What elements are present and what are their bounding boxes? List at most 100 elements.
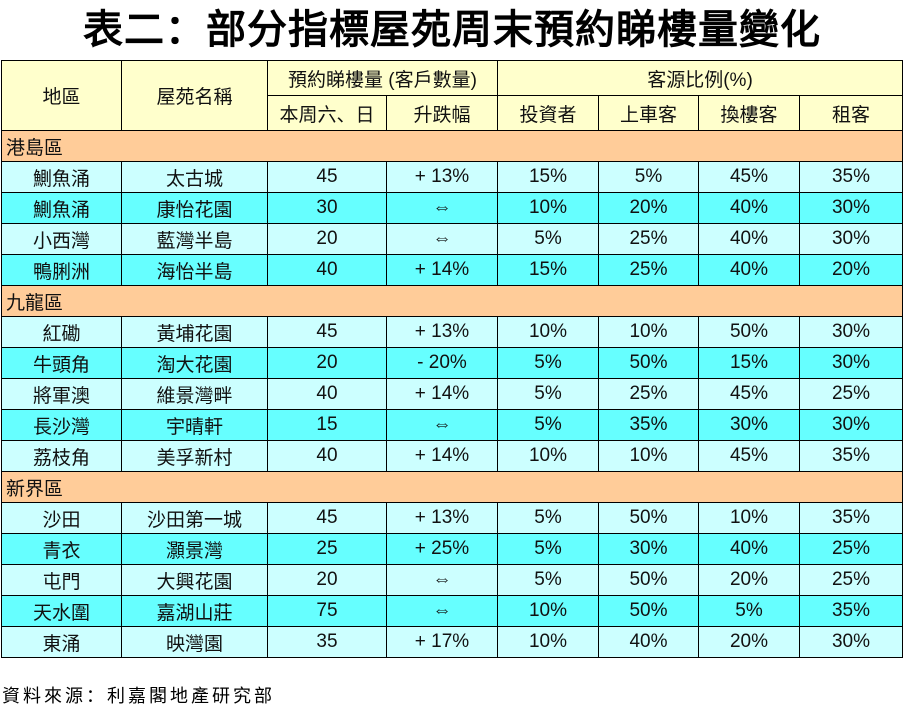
table-cell: 30% [799, 347, 903, 379]
table-cell: + 14% [386, 254, 498, 286]
table-cell: 小西灣 [1, 223, 122, 255]
table-cell: 牛頭角 [1, 347, 122, 379]
table-cell: 35% [799, 595, 903, 627]
table-cell: 15% [698, 347, 800, 379]
table-cell: 15% [497, 161, 599, 193]
table-row: 鰂魚涌 康怡花園 30 ⇔ 10% 20% 40% 30% [1, 192, 903, 224]
table-cell: 10% [497, 440, 599, 472]
header-investor: 投資者 [497, 95, 599, 131]
table-row: 東涌 映灣園 35 + 17% 10% 40% 20% 30% [1, 626, 903, 658]
section-row: 新界區 [1, 471, 903, 503]
table-cell: 40% [698, 192, 800, 224]
table-cell: 美孚新村 [121, 440, 268, 472]
source-note: 資料來源：利嘉閣地產研究部 [2, 686, 275, 707]
header-first-buyer: 上車客 [598, 95, 699, 131]
table-cell: 25% [598, 254, 699, 286]
table-cell: 沙田第一城 [121, 502, 268, 534]
table-cell: 20% [698, 626, 800, 658]
table-cell: 5% [698, 595, 800, 627]
table-cell: 30% [799, 223, 903, 255]
table-cell: 50% [698, 316, 800, 348]
table-cell: 灝景灣 [121, 533, 268, 565]
table-cell: 淘大花園 [121, 347, 268, 379]
table-cell: 30% [698, 409, 800, 441]
table-cell: 20% [698, 564, 800, 596]
table-cell: 5% [497, 347, 599, 379]
table-cell: 40% [598, 626, 699, 658]
table-row: 荔枝角 美孚新村 40 + 14% 10% 10% 45% 35% [1, 440, 903, 472]
table-cell: 10% [497, 192, 599, 224]
table-row: 牛頭角 淘大花園 20- 20% 5% 50% 15% 30% [1, 347, 903, 379]
header-renter: 租客 [799, 95, 903, 131]
table-cell: 東涌 [1, 626, 122, 658]
table-cell: 10% [598, 316, 699, 348]
table-cell: 10% [497, 626, 599, 658]
table-cell: 屯門 [1, 564, 122, 596]
table-cell: 40% [698, 223, 800, 255]
table-cell: 40% [698, 533, 800, 565]
table-cell: 50% [598, 595, 699, 627]
table-cell: 40 [267, 378, 387, 410]
table-cell: 15% [497, 254, 599, 286]
table-cell: 25% [799, 533, 903, 565]
header-district: 地區 [1, 60, 122, 131]
table-cell: 50% [598, 564, 699, 596]
table-row: 紅磡 黃埔花園 45 + 13% 10% 10% 50% 30% [1, 316, 903, 348]
table-cell: 大興花園 [121, 564, 268, 596]
table-cell: 康怡花園 [121, 192, 268, 224]
table-cell: 35% [598, 409, 699, 441]
table-cell: ⇔ [386, 564, 498, 596]
table-row: 鰂魚涌 太古城 45 + 13% 15% 5% 45% 35% [1, 161, 903, 193]
table-cell: 25% [799, 378, 903, 410]
table-cell: 天水圍 [1, 595, 122, 627]
viewing-table: 地區 屋苑名稱 預約睇樓量 (客戶數量) 客源比例(%) 本周六、日 升跌幅 投… [1, 60, 903, 658]
table-cell: 25% [598, 223, 699, 255]
table-cell: 30% [799, 409, 903, 441]
table-row: 青衣 灝景灣 25 + 25% 5% 30% 40% 25% [1, 533, 903, 565]
table-cell: 15 [267, 409, 387, 441]
table-cell: 5% [497, 564, 599, 596]
section-label: 新界區 [1, 471, 903, 503]
table-cell: 45% [698, 161, 800, 193]
page-title: 表二：部分指標屋苑周末預約睇樓量變化 [83, 7, 821, 53]
table-cell: 5% [497, 502, 599, 534]
table-cell: 10% [497, 316, 599, 348]
table-cell: 5% [497, 378, 599, 410]
header-estate: 屋苑名稱 [121, 60, 268, 131]
table-cell: + 13% [386, 502, 498, 534]
table-cell: 鴨脷洲 [1, 254, 122, 286]
table-cell: 30% [799, 626, 903, 658]
table-cell: 20 [267, 347, 387, 379]
table-cell: 45 [267, 502, 387, 534]
table-cell: 藍灣半島 [121, 223, 268, 255]
table-cell: 5% [497, 409, 599, 441]
table-cell: 宇晴軒 [121, 409, 268, 441]
section-row: 港島區 [1, 130, 903, 162]
table-cell: + 25% [386, 533, 498, 565]
table-cell: + 14% [386, 440, 498, 472]
header-this-weekend: 本周六、日 [267, 95, 387, 131]
table-cell: 30 [267, 192, 387, 224]
table-cell: 25% [598, 378, 699, 410]
table-cell: 20 [267, 223, 387, 255]
header-viewings: 預約睇樓量 (客戶數量) [267, 60, 498, 96]
table-cell: ⇔ [386, 223, 498, 255]
table-cell: 45 [267, 316, 387, 348]
table-cell: 鰂魚涌 [1, 192, 122, 224]
table-cell: 20% [598, 192, 699, 224]
table-cell: 25 [267, 533, 387, 565]
table-cell: 25% [799, 564, 903, 596]
table-cell: 45% [698, 440, 800, 472]
table-row: 將軍澳 維景灣畔 40 + 14% 5% 25% 45% 25% [1, 378, 903, 410]
table-cell: 20 [267, 564, 387, 596]
table-row: 小西灣 藍灣半島 20 ⇔ 5% 25% 40% 30% [1, 223, 903, 255]
table-cell: 50% [598, 347, 699, 379]
table-cell: 青衣 [1, 533, 122, 565]
table-cell: 將軍澳 [1, 378, 122, 410]
table-cell: 50% [598, 502, 699, 534]
table-cell: 75 [267, 595, 387, 627]
table-cell: 45% [698, 378, 800, 410]
table-cell: + 17% [386, 626, 498, 658]
table-cell: + 13% [386, 316, 498, 348]
table-cell: 35% [799, 502, 903, 534]
